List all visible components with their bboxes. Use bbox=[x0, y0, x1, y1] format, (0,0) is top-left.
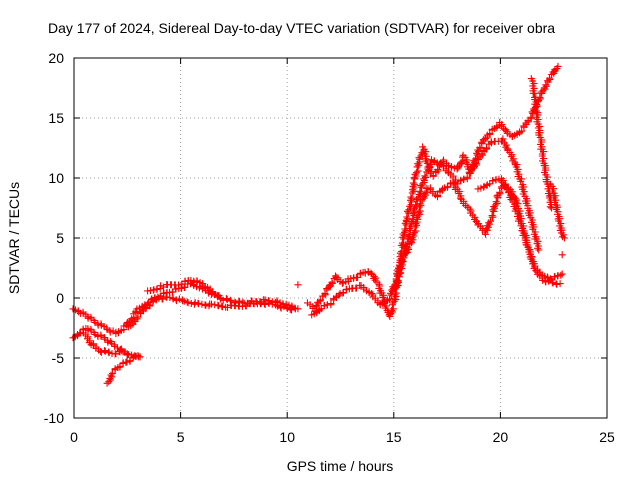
x-tick-label: 0 bbox=[70, 429, 78, 445]
series-trace-d bbox=[103, 352, 142, 387]
x-tick-label: 5 bbox=[177, 429, 185, 445]
series-trace-m bbox=[547, 180, 568, 242]
plot-frame bbox=[73, 57, 608, 419]
y-tick-label: 5 bbox=[56, 230, 64, 246]
y-axis-label: SDTVAR / TECUs bbox=[6, 182, 22, 294]
y-tick-label: 0 bbox=[56, 290, 64, 306]
series-trace-j bbox=[389, 135, 543, 294]
point-markers bbox=[527, 75, 556, 212]
series-trace-l bbox=[527, 75, 556, 212]
chart-title: Day 177 of 2024, Sidereal Day-to-day VTE… bbox=[48, 20, 555, 36]
point-markers bbox=[389, 135, 543, 294]
data-points bbox=[69, 62, 568, 387]
point-markers bbox=[144, 276, 223, 300]
point-markers bbox=[124, 293, 295, 331]
y-tick-label: -5 bbox=[52, 350, 65, 366]
y-tick-label: 10 bbox=[48, 170, 64, 186]
point-markers bbox=[294, 281, 302, 289]
point-markers bbox=[69, 279, 302, 338]
y-tick-label: 15 bbox=[48, 110, 64, 126]
point-markers bbox=[474, 175, 566, 284]
series-trace-e bbox=[124, 293, 295, 331]
x-tick-label: 15 bbox=[386, 429, 402, 445]
point-markers bbox=[547, 180, 568, 242]
axis-ticks: 0 5 10 15 20 25 -10 -5 0 5 10 15 20 bbox=[44, 50, 615, 445]
point-markers bbox=[558, 251, 566, 259]
point-markers bbox=[80, 329, 129, 358]
series-trace-g bbox=[294, 281, 302, 289]
x-axis-label: GPS time / hours bbox=[287, 458, 394, 474]
x-tick-label: 20 bbox=[493, 429, 509, 445]
series-trace-f bbox=[144, 276, 223, 300]
y-tick-label: 20 bbox=[48, 50, 64, 66]
series-trace-a bbox=[69, 279, 302, 338]
x-tick-label: 25 bbox=[599, 429, 615, 445]
series-trace-n bbox=[558, 251, 566, 259]
series-trace-c bbox=[80, 329, 129, 358]
y-tick-label: -10 bbox=[44, 410, 64, 426]
series-trace-k bbox=[474, 175, 566, 284]
point-markers bbox=[103, 352, 142, 387]
x-tick-label: 10 bbox=[279, 429, 295, 445]
